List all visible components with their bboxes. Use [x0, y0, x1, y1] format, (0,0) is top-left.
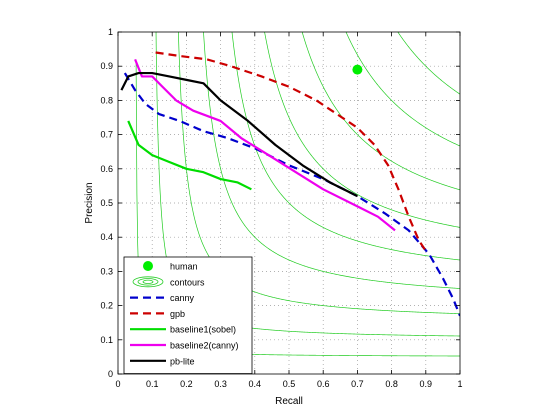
x-tick-label: 0.2	[180, 379, 193, 389]
series-line-gpb	[155, 51, 427, 252]
f-contour-line	[203, 32, 460, 289]
x-tick-label: 0.5	[283, 379, 296, 389]
y-tick-label: 0.4	[100, 232, 113, 242]
x-tick-label: 0.8	[385, 379, 398, 389]
y-tick-label: 0.3	[100, 266, 113, 276]
legend-label-human: human	[170, 262, 198, 272]
x-tick-label: 1	[457, 379, 462, 389]
legend-swatch-human	[143, 261, 153, 271]
x-axis-label: Recall	[275, 396, 303, 407]
x-tick-label: 0.6	[317, 379, 330, 389]
f-contour-line	[231, 32, 460, 261]
legend: human contours canny gpb baseline1(sobel) bas…	[123, 256, 253, 374]
legend-label-baseline2-canny-: baseline2(canny)	[170, 341, 239, 351]
f-contour-line	[301, 32, 460, 191]
f-contour-line	[345, 32, 460, 147]
f-contour-line	[264, 32, 460, 228]
y-tick-label: 0.8	[100, 95, 113, 105]
series-line-baseline1-sobel-	[127, 120, 252, 191]
x-tick-label: 0.9	[420, 379, 433, 389]
legend-swatch-contours	[132, 276, 164, 288]
series-line-baseline2-canny-	[134, 58, 396, 232]
series-line-canny	[123, 72, 460, 317]
f-contour-line	[397, 32, 460, 95]
y-tick-label: 0.1	[100, 335, 113, 345]
legend-label-baseline1-sobel-: baseline1(sobel)	[170, 325, 236, 335]
x-tick-label: 0	[115, 379, 120, 389]
y-tick-label: 0	[108, 369, 113, 379]
legend-box	[123, 256, 253, 374]
legend-label-canny: canny	[170, 293, 195, 303]
x-tick-label: 0.3	[214, 379, 227, 389]
y-tick-label: 0.7	[100, 130, 113, 140]
x-tick-label: 0.7	[351, 379, 364, 389]
axes: 0 0.1 0.2 0.3 0.4 0.5 0.6 0.7 0.8 0.9 1 0 0.1 0.2 0.3 0…	[100, 27, 462, 389]
y-tick-label: 0.5	[100, 198, 113, 208]
y-axis-label: Precision	[84, 182, 95, 223]
y-tick-label: 1	[108, 27, 113, 37]
legend-label-pb-lite: pb-lite	[170, 356, 195, 366]
legend-label-contours: contours	[170, 277, 205, 287]
y-tick-label: 0.6	[100, 164, 113, 174]
series-lines	[120, 51, 460, 317]
x-tick-label: 0.1	[146, 379, 159, 389]
y-tick-label: 0.9	[100, 61, 113, 71]
series-line-pb-lite	[120, 71, 358, 198]
x-tick-label: 0.4	[249, 379, 262, 389]
legend-label-gpb: gpb	[170, 309, 185, 319]
human-point	[352, 64, 363, 75]
y-tick-label: 0.2	[100, 301, 113, 311]
